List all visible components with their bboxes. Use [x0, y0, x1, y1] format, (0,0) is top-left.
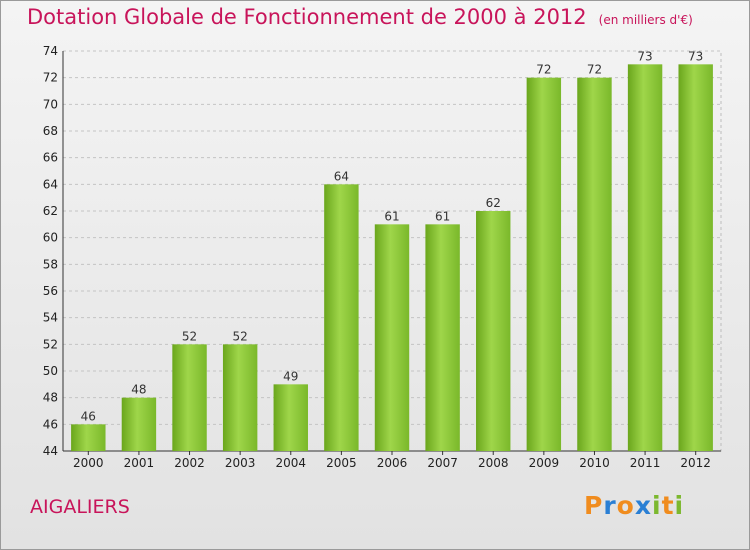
data-label: 73: [637, 49, 652, 63]
x-tick-label: 2004: [275, 456, 306, 470]
y-tick-label: 70: [43, 97, 58, 111]
proxiti-logo: Proxiti: [584, 491, 684, 520]
x-tick-label: 2010: [579, 456, 610, 470]
data-label: 61: [384, 209, 399, 223]
y-tick-label: 60: [43, 231, 58, 245]
y-tick-label: 44: [43, 444, 58, 458]
data-label: 49: [283, 369, 298, 383]
y-tick-label: 46: [43, 417, 58, 431]
y-tick-label: 54: [43, 311, 58, 325]
data-label: 48: [131, 383, 146, 397]
x-tick-label: 2002: [174, 456, 205, 470]
bar: [526, 77, 562, 452]
logo-letter: i: [652, 491, 662, 520]
y-tick-label: 68: [43, 124, 58, 138]
bar: [121, 397, 157, 451]
logo-letter: o: [616, 491, 635, 520]
data-label: 62: [486, 196, 501, 210]
x-tick-label: 2007: [427, 456, 458, 470]
logo-letter: t: [661, 491, 675, 520]
bar: [273, 384, 308, 451]
bar: [627, 64, 663, 452]
chart-title-text: Dotation Globale de Fonctionnement de 20…: [27, 5, 587, 29]
bar: [71, 424, 106, 451]
y-tick-label: 52: [43, 337, 58, 351]
bar: [425, 224, 460, 451]
y-tick-label: 50: [43, 364, 58, 378]
bar: [374, 224, 410, 451]
bar-layer: [71, 64, 713, 452]
data-label: 64: [334, 169, 349, 183]
data-label: 72: [587, 63, 602, 77]
logo-letter: P: [584, 491, 604, 520]
data-label: 73: [688, 49, 703, 63]
y-tick-label: 74: [43, 44, 58, 58]
x-tick-label: 2006: [377, 456, 408, 470]
logo-letter: x: [634, 491, 652, 520]
x-tick-label: 2003: [225, 456, 256, 470]
bar: [172, 344, 207, 451]
bar: [678, 64, 713, 452]
x-tick-label: 2005: [326, 456, 357, 470]
x-tick-label: 2012: [680, 456, 711, 470]
bar: [476, 211, 511, 451]
label-layer: 46 48 52 52 49 64 61 61 62 72 72 73 73: [81, 49, 704, 423]
data-label: 61: [435, 209, 450, 223]
y-tick-label: 56: [43, 284, 58, 298]
x-tick-label: 2009: [529, 456, 560, 470]
y-tick-label: 72: [43, 71, 58, 85]
commune-name: AIGALIERS: [30, 496, 130, 518]
data-label: 46: [81, 409, 96, 423]
y-tick-label: 66: [43, 151, 58, 165]
x-tick-label: 2008: [478, 456, 509, 470]
y-tick-label: 48: [43, 391, 58, 405]
y-tick-label: 64: [43, 177, 58, 191]
bar: [324, 184, 359, 452]
x-tick-label: 2001: [124, 456, 155, 470]
bar: [577, 77, 612, 452]
x-tick-label: 2011: [630, 456, 661, 470]
y-tick-label: 58: [43, 257, 58, 271]
chart-subtitle: (en milliers d'€): [598, 13, 693, 27]
data-label: 52: [182, 329, 197, 343]
logo-letter: i: [674, 491, 685, 520]
bar: [222, 344, 258, 451]
data-label: 52: [233, 329, 248, 343]
y-tick-label: 62: [43, 204, 58, 218]
logo-letter: r: [603, 491, 617, 520]
data-label: 72: [536, 63, 551, 77]
x-tick-label: 2000: [73, 456, 104, 470]
chart-title: Dotation Globale de Fonctionnement de 20…: [27, 5, 693, 29]
